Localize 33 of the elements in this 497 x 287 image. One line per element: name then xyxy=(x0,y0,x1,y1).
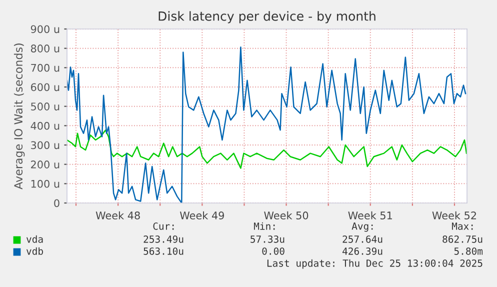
text: 0.00 xyxy=(262,247,284,255)
y-tick-label: 400 u xyxy=(30,122,60,130)
y-tick-label: 500 u xyxy=(31,102,60,110)
x-tick-label: Week 52 xyxy=(432,211,476,220)
y-tick-label: 700 u xyxy=(31,64,60,72)
x-tick-label: Week 48 xyxy=(96,211,140,220)
line-series xyxy=(67,129,467,169)
text: 5.80m xyxy=(454,247,483,255)
y-axis-title: Average IO Wait (seconds) xyxy=(14,44,25,190)
x-tick-label: Week 51 xyxy=(348,211,392,220)
x-tick-label: Week 49 xyxy=(180,211,224,220)
text: Last update: Thu Dec 25 13:00:04 2025 xyxy=(267,259,482,269)
chart-title: Disk latency per device - by month xyxy=(158,11,376,24)
text: 57.33u xyxy=(250,235,284,243)
text: Max: xyxy=(452,222,473,230)
text: 862.75u xyxy=(442,235,482,243)
y-tick-label: 600 u xyxy=(30,83,60,92)
text: 426.39u xyxy=(342,247,382,255)
y-tick-label: 100 u xyxy=(31,180,60,188)
text: Avg: xyxy=(352,222,373,232)
text: Min: xyxy=(254,222,275,230)
legend-label: vdb xyxy=(26,247,43,255)
y-tick-label: 300 u xyxy=(31,141,60,150)
text: Cur: xyxy=(153,222,174,230)
text: 253.49u xyxy=(144,235,184,243)
y-tick-label: 0 xyxy=(54,199,60,208)
text: 257.64u xyxy=(342,235,382,243)
x-tick-label: Week 50 xyxy=(264,211,308,220)
text: 563.10u xyxy=(144,247,184,255)
y-tick-label: 900 u xyxy=(30,25,60,34)
legend-label: vda xyxy=(26,235,43,243)
y-tick-label: 800 u xyxy=(30,44,60,52)
y-tick-label: 200 u xyxy=(31,160,60,168)
